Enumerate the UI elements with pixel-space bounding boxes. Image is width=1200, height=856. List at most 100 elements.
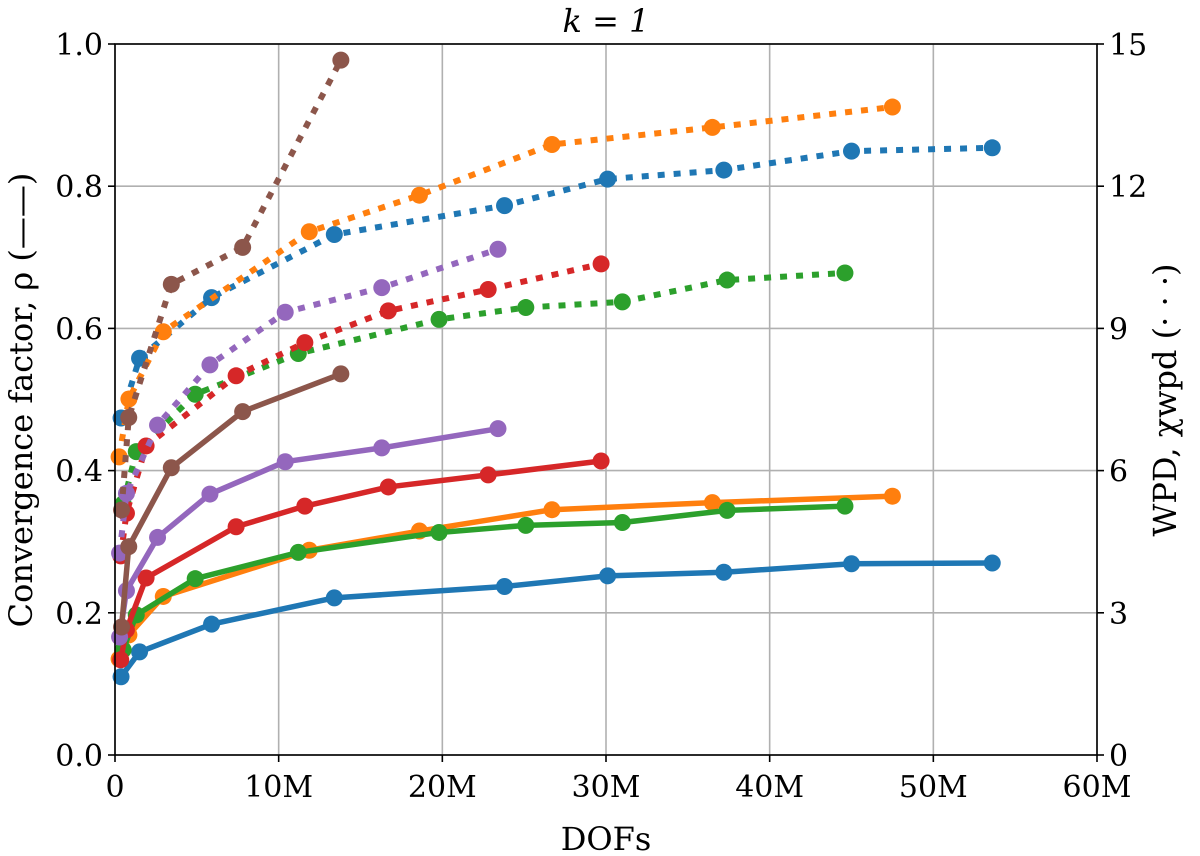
rho-point bbox=[332, 365, 350, 383]
rho-point bbox=[149, 528, 167, 546]
wpd-point bbox=[983, 139, 1001, 157]
rho-point bbox=[234, 403, 252, 421]
wpd-point bbox=[543, 135, 561, 153]
wpd-point bbox=[379, 302, 397, 320]
rho-point bbox=[489, 420, 507, 438]
wpd-point bbox=[234, 238, 252, 256]
ticks: 0 10M 20M 30M 40M 50M 60M 0.0 0.2 0.4 0.6 0.8 1.0 0 3 6… bbox=[55, 28, 1147, 805]
rho-point bbox=[592, 452, 610, 470]
y-tick-label-right: 9 bbox=[1109, 312, 1128, 347]
rho-point bbox=[325, 589, 343, 607]
wpd-point bbox=[430, 310, 448, 328]
x-axis-label: DOFs bbox=[561, 820, 652, 856]
wpd-point bbox=[300, 223, 318, 241]
x-tick-label: 30M bbox=[572, 770, 641, 805]
rho-point bbox=[430, 523, 448, 541]
wpd-point bbox=[599, 170, 617, 188]
wpd-point bbox=[137, 437, 155, 455]
wpd-point bbox=[496, 197, 514, 215]
wpd-point bbox=[479, 281, 497, 299]
rho-point bbox=[131, 643, 149, 661]
rho-point bbox=[289, 543, 307, 561]
y-tick-label-left: 0.6 bbox=[55, 312, 103, 347]
rho-point bbox=[599, 567, 617, 585]
wpd-point bbox=[113, 501, 131, 519]
wpd-point bbox=[373, 279, 391, 297]
y-axis-label-right: WPD, χwpd (· · ·) bbox=[1146, 263, 1184, 536]
x-tick-label: 10M bbox=[244, 770, 313, 805]
wpd-point bbox=[883, 98, 901, 116]
rho-point bbox=[836, 497, 854, 515]
wpd-point bbox=[149, 416, 167, 434]
rho-line bbox=[118, 458, 602, 661]
wpd-point bbox=[186, 385, 204, 403]
y-tick-label-left: 0.2 bbox=[55, 597, 103, 632]
wpd-point bbox=[843, 142, 860, 160]
wpd-point bbox=[325, 226, 343, 244]
rho-point bbox=[715, 563, 733, 581]
x-tick-label: 50M bbox=[899, 770, 968, 805]
x-tick-label: 60M bbox=[1063, 770, 1132, 805]
rho-point bbox=[543, 501, 561, 519]
rho-point bbox=[613, 514, 631, 532]
wpd-point bbox=[162, 275, 180, 293]
x-tick-label: 0 bbox=[105, 770, 124, 805]
wpd-line bbox=[116, 104, 893, 458]
rho-point bbox=[112, 668, 130, 686]
series-2 bbox=[114, 264, 854, 659]
y-tick-label-left: 0.0 bbox=[55, 739, 103, 774]
rho-point bbox=[843, 555, 860, 573]
wpd-point bbox=[296, 334, 314, 352]
rho-point bbox=[201, 485, 219, 503]
wpd-point bbox=[410, 186, 428, 204]
rho-point bbox=[112, 651, 130, 669]
rho-line bbox=[118, 560, 993, 679]
x-tick-label: 40M bbox=[735, 770, 804, 805]
rho-point bbox=[718, 501, 736, 519]
rho-point bbox=[296, 497, 314, 515]
y-tick-label-left: 0.4 bbox=[55, 455, 103, 490]
wpd-line bbox=[117, 261, 602, 557]
wpd-point bbox=[227, 367, 245, 385]
rho-point bbox=[479, 466, 497, 484]
rho-point bbox=[883, 487, 901, 505]
rho-point bbox=[162, 459, 180, 477]
rho-point bbox=[120, 538, 138, 556]
rho-point bbox=[373, 439, 391, 457]
rho-point bbox=[203, 615, 221, 633]
rho-point bbox=[186, 570, 204, 588]
rho-point bbox=[517, 516, 535, 534]
rho-point bbox=[276, 453, 294, 471]
wpd-point bbox=[613, 293, 631, 311]
wpd-point bbox=[154, 323, 172, 341]
wpd-point bbox=[276, 303, 294, 321]
wpd-point bbox=[489, 240, 507, 258]
series-0 bbox=[112, 139, 1001, 686]
y-tick-label-right: 0 bbox=[1109, 739, 1128, 774]
wpd-point bbox=[592, 255, 610, 273]
wpd-point bbox=[703, 118, 721, 136]
y-tick-label-right: 3 bbox=[1109, 597, 1128, 632]
y-tick-label-left: 0.8 bbox=[55, 170, 103, 205]
x-tick-label: 20M bbox=[408, 770, 477, 805]
y-tick-label-right: 6 bbox=[1109, 455, 1128, 490]
wpd-point bbox=[517, 299, 535, 317]
rho-point bbox=[137, 569, 155, 587]
wpd-point bbox=[718, 271, 736, 289]
rho-point bbox=[227, 518, 245, 536]
y-tick-label-right: 15 bbox=[1109, 28, 1147, 63]
wpd-point bbox=[332, 51, 350, 69]
wpd-point bbox=[201, 356, 219, 374]
wpd-line bbox=[118, 144, 993, 419]
y-axis-label-left: Convergence factor, ρ (——) bbox=[2, 173, 40, 628]
series-layer bbox=[110, 51, 1001, 686]
series-4 bbox=[111, 240, 507, 646]
wpd-point bbox=[120, 409, 138, 427]
y-tick-label-left: 1.0 bbox=[55, 28, 103, 63]
rho-point bbox=[379, 478, 397, 496]
rho-point bbox=[496, 577, 514, 595]
wpd-point bbox=[715, 161, 733, 179]
rho-point bbox=[113, 618, 131, 636]
y-tick-label-right: 12 bbox=[1109, 170, 1147, 205]
